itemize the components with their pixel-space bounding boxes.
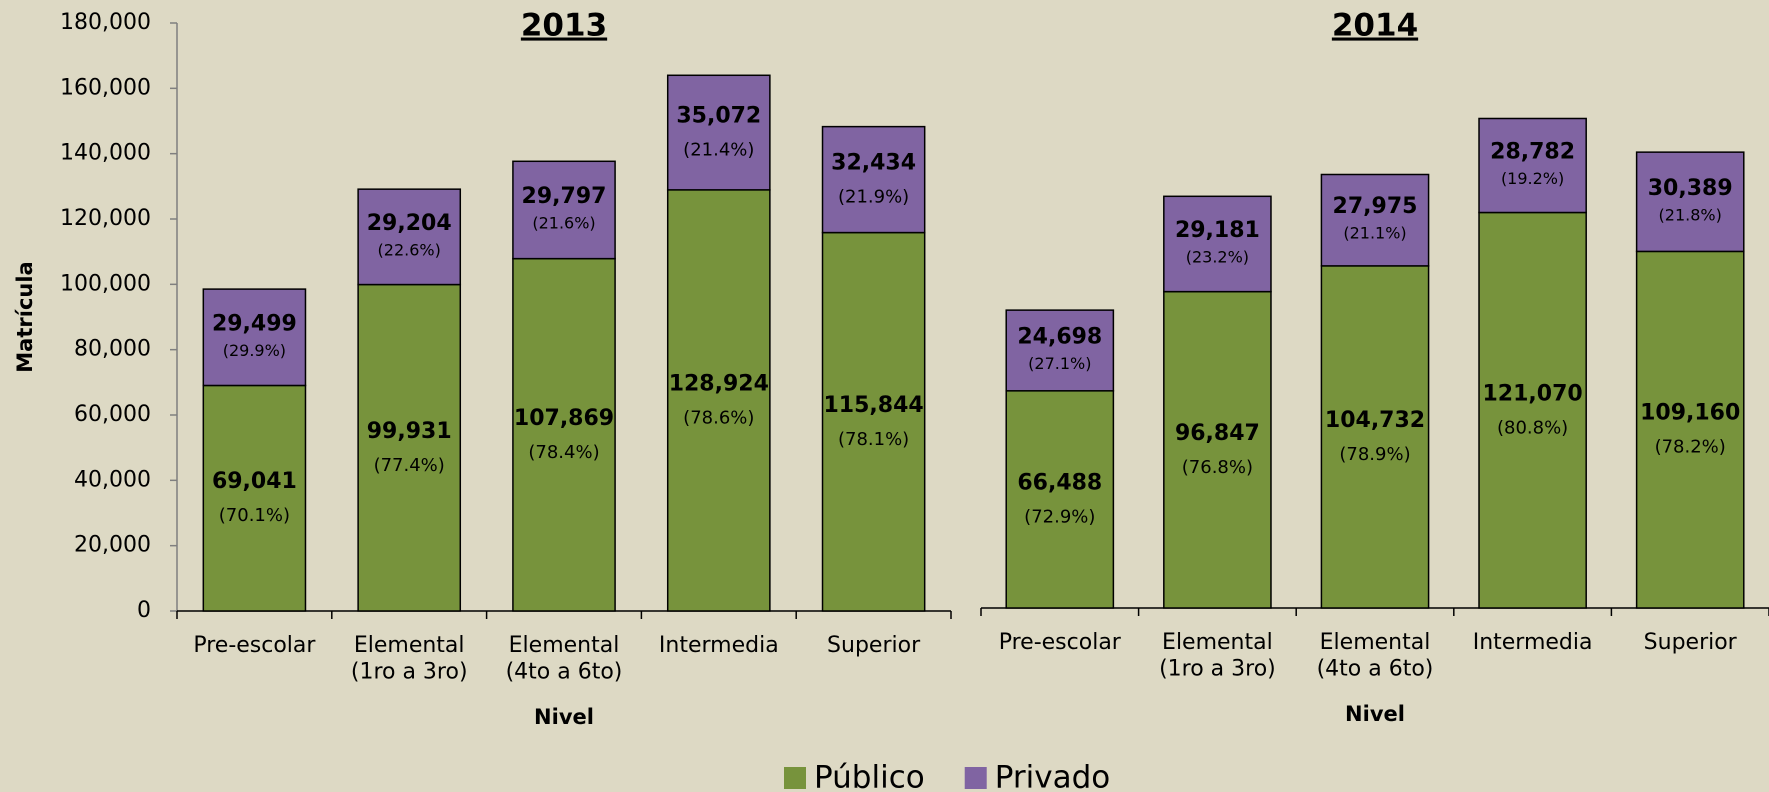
x-tick-label: Intermedia [659,633,779,658]
percent-label: (78.6%) [683,407,754,428]
value-label: 28,782 [1490,139,1575,164]
chart-title: 2013 [521,8,607,44]
x-axis-label: Nivel [534,705,594,729]
value-label: 109,160 [1640,401,1740,426]
value-label: 29,797 [522,184,607,209]
bar-segment [821,231,926,612]
x-tick-label: Superior [1644,630,1738,655]
x-axis-label: Nivel [1345,702,1405,726]
y-tick-label: 120,000 [60,206,151,231]
bar-segment [1163,195,1272,293]
percent-label: (19.2%) [1501,169,1564,188]
value-label: 115,844 [823,393,923,418]
x-tick-label: Pre-escolar [193,633,316,658]
y-tick-label: 60,000 [74,402,151,427]
value-label: 24,698 [1017,324,1102,349]
bar-segment [512,160,616,260]
value-label: 29,181 [1175,218,1260,243]
value-label: 128,924 [669,371,769,396]
value-label: 27,975 [1333,194,1418,219]
value-label: 107,869 [514,406,614,431]
y-tick-label: 20,000 [74,533,151,558]
y-tick-label: 160,000 [60,75,151,100]
percent-label: (70.1%) [219,505,290,526]
percent-label: (78.9%) [1339,444,1410,465]
y-tick-label: 140,000 [60,141,151,166]
percent-label: (21.4%) [683,140,754,161]
legend-label: Público [814,760,925,792]
percent-label: (22.6%) [378,240,441,259]
bar-segment [666,74,771,191]
bar-segment [821,125,926,234]
value-label: 32,434 [831,151,916,176]
percent-label: (21.8%) [1659,205,1722,224]
legend-label: Privado [995,760,1111,792]
bar-segment [202,384,307,612]
bar-segment [666,189,771,612]
percent-label: (77.4%) [374,455,445,476]
bar-segment [357,188,462,286]
percent-label: (21.9%) [838,187,909,208]
value-label: 69,041 [212,469,297,494]
value-label: 29,499 [212,311,297,336]
x-tick-label: Superior [827,633,921,658]
bar-segment [1005,390,1115,609]
x-tick-label: Elemental (4to a 6to) [506,633,623,684]
percent-label: (21.1%) [1343,224,1406,243]
bar-segment [512,257,616,612]
legend-swatch [784,767,806,789]
y-tick-label: 0 [137,598,151,623]
bar-segment [1635,250,1745,609]
y-tick-label: 180,000 [60,10,151,35]
value-label: 30,389 [1648,176,1733,201]
percent-label: (78.4%) [528,442,599,463]
value-label: 35,072 [676,104,761,129]
chart-title: 2014 [1332,8,1418,44]
percent-label: (21.6%) [532,213,595,232]
y-tick-label: 80,000 [74,337,151,362]
percent-label: (72.9%) [1024,506,1095,527]
x-tick-label: Intermedia [1473,630,1593,655]
percent-label: (23.2%) [1186,247,1249,266]
percent-label: (78.2%) [1655,437,1726,458]
bar-segment [1320,265,1430,609]
bar-segment [1005,309,1115,392]
x-tick-label: Pre-escolar [999,630,1122,655]
percent-label: (29.9%) [223,341,286,360]
value-label: 66,488 [1017,470,1102,495]
bar-segment [357,283,462,612]
value-label: 104,732 [1325,408,1425,433]
bar-segment [1320,173,1430,267]
y-tick-label: 40,000 [74,467,151,492]
value-label: 96,847 [1175,421,1260,446]
y-axis-label: Matrícula [13,261,37,372]
x-tick-label: Elemental (1ro a 3ro) [351,633,468,684]
percent-label: (76.8%) [1182,457,1253,478]
bar-segment [1635,151,1745,253]
value-label: 121,070 [1482,381,1582,406]
bar-segment [202,288,307,387]
percent-label: (27.1%) [1028,354,1091,373]
value-label: 29,204 [367,211,452,236]
x-tick-label: Elemental (4to a 6to) [1317,630,1434,681]
y-tick-label: 100,000 [60,271,151,296]
bar-segment [1163,290,1272,609]
bar-segment [1478,211,1587,609]
percent-label: (80.8%) [1497,417,1568,438]
x-tick-label: Elemental (1ro a 3ro) [1159,630,1276,681]
value-label: 99,931 [367,419,452,444]
percent-label: (78.1%) [838,429,909,450]
legend-swatch [964,767,987,789]
bar-segment [1478,117,1587,214]
